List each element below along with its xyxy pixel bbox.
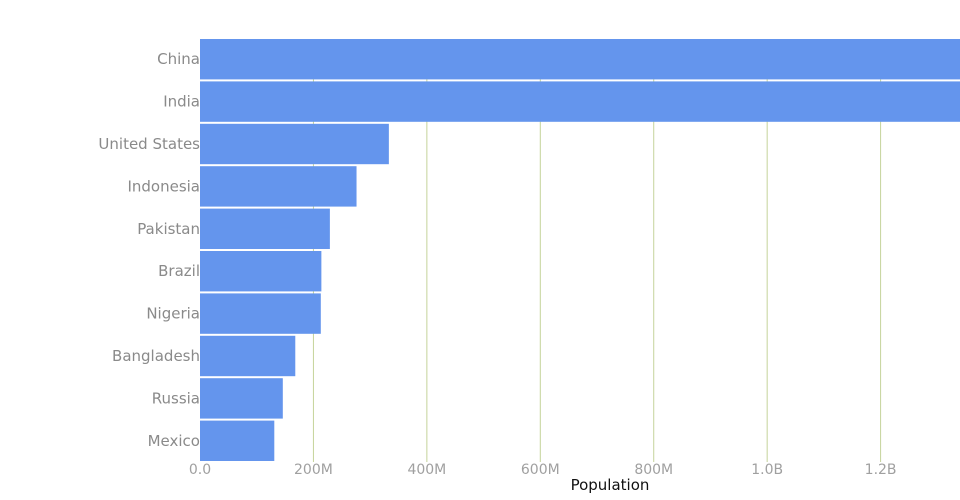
x-tick-labels: 0.0 200M 400M 600M 800M 1.0B 1.2B [189, 462, 897, 478]
x-axis-title: Population [571, 476, 650, 494]
category-labels: China India United States Indonesia Pakistan… [98, 50, 200, 450]
bar-brazil [200, 251, 322, 292]
bar-mexico [200, 420, 275, 461]
category-label-mexico: Mexico [148, 432, 200, 450]
bar-china [200, 39, 960, 80]
bar-indonesia [200, 166, 357, 207]
bar-united-states [200, 123, 389, 165]
bar-nigeria [200, 293, 321, 334]
category-label-bangladesh: Bangladesh [112, 347, 200, 365]
x-tick-label: 400M [407, 462, 446, 478]
x-tick-label: 200M [294, 462, 333, 478]
x-tick-label: 0.0 [189, 462, 211, 478]
bar-layer [200, 39, 960, 461]
bar-india [200, 81, 960, 122]
x-tick-label: 800M [634, 462, 673, 478]
bar-russia [200, 378, 283, 419]
grid-layer [312, 76, 882, 462]
category-label-russia: Russia [152, 389, 200, 407]
category-label-indonesia: Indonesia [127, 177, 200, 195]
category-label-nigeria: Nigeria [146, 305, 200, 323]
x-tick-label: 600M [521, 462, 560, 478]
category-label-united-states: United States [98, 135, 200, 153]
category-label-india: India [163, 93, 200, 111]
bar-pakistan [200, 208, 330, 249]
category-label-brazil: Brazil [158, 262, 200, 280]
bar-bangladesh [200, 335, 296, 377]
category-label-china: China [157, 50, 200, 68]
category-label-pakistan: Pakistan [137, 220, 200, 238]
x-tick-label: 1.2B [865, 462, 897, 478]
x-tick-label: 1.0B [751, 462, 783, 478]
